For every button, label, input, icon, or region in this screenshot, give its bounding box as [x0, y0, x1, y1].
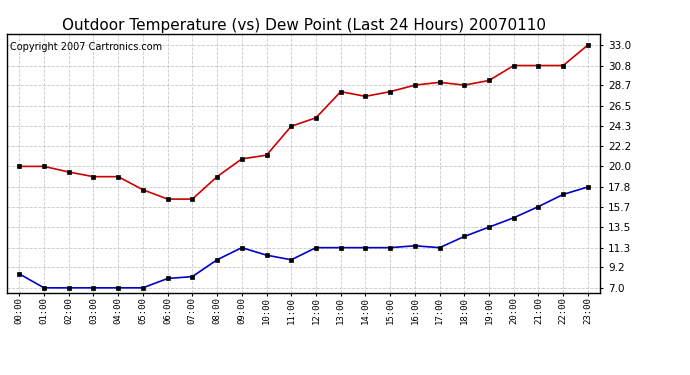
Title: Outdoor Temperature (vs) Dew Point (Last 24 Hours) 20070110: Outdoor Temperature (vs) Dew Point (Last…: [61, 18, 546, 33]
Text: Copyright 2007 Cartronics.com: Copyright 2007 Cartronics.com: [10, 42, 162, 51]
